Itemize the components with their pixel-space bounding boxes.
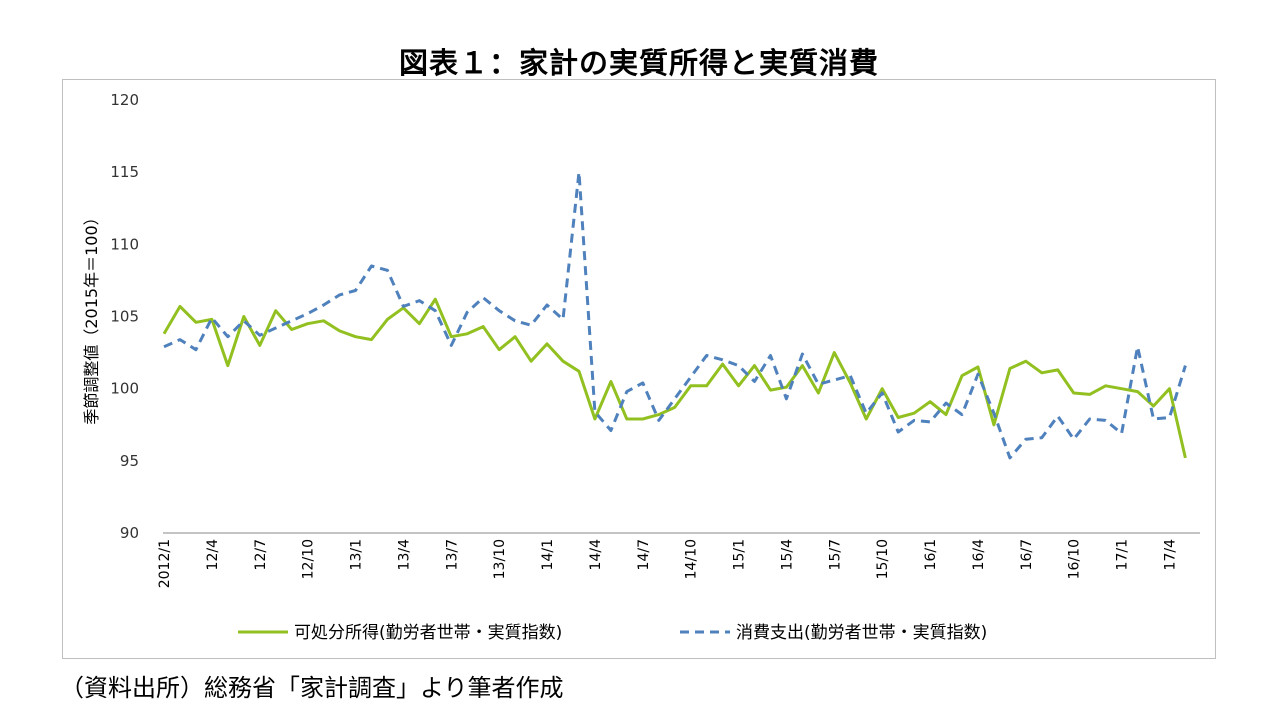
y-axis-label: 季節調整値（2015年＝100） [82,209,101,424]
x-tick-label: 14/4 [588,539,604,571]
x-tick-label: 12/7 [253,539,269,570]
x-tick-label: 13/10 [492,539,508,579]
legend: 可処分所得(勤労者世帯・実質指数) 消費支出(勤労者世帯・実質指数) [238,623,987,643]
y-tick-label: 90 [120,524,139,542]
series-lines [162,170,1187,460]
x-tick-label: 2012/1 [157,539,173,588]
x-tick-label: 16/1 [923,539,939,570]
x-tick-label: 16/4 [971,539,987,571]
x-tick-label: 13/1 [349,539,365,570]
x-tick-label: 15/1 [732,539,748,570]
y-tick-label: 115 [110,163,139,181]
y-tick-label: 95 [120,452,139,470]
y-tick-label: 110 [110,235,139,253]
x-tick-label: 17/4 [1162,539,1178,571]
x-tick-label: 14/7 [636,539,652,570]
x-tick-label: 16/7 [1019,539,1035,570]
x-tick-label: 17/1 [1115,539,1131,570]
series-line-consumption [163,170,1187,460]
x-tick-label: 13/7 [444,539,460,570]
x-axis-ticks: 2012/1 12/4 12/7 12/10 13/1 13/4 13/7 13/10 14/1… [157,539,1178,588]
x-tick-label: 14/1 [540,539,556,570]
chart-title: 図表１：家計の実質所得と実質消費 [398,46,879,80]
x-tick-label: 16/10 [1067,539,1083,579]
chart-frame [62,79,1216,659]
x-tick-label: 12/10 [301,539,317,579]
series-line-income [162,297,1187,459]
x-tick-label: 15/4 [779,539,795,571]
legend-label: 可処分所得(勤労者世帯・実質指数) [294,623,562,643]
x-tick-label: 12/4 [205,539,221,571]
y-axis-ticks: 90 95 100 105 110 115 120 [110,91,139,542]
x-tick-label: 13/4 [396,539,412,571]
x-tick-label: 14/10 [684,539,700,579]
source-note: （資料出所）総務省「家計調査」より筆者作成 [60,674,564,702]
y-tick-label: 105 [110,308,139,326]
y-tick-label: 120 [110,91,139,109]
x-tick-label: 15/7 [827,539,843,570]
y-tick-label: 100 [110,380,139,398]
x-tick-label: 15/10 [875,539,891,579]
legend-label: 消費支出(勤労者世帯・実質指数) [736,623,987,643]
